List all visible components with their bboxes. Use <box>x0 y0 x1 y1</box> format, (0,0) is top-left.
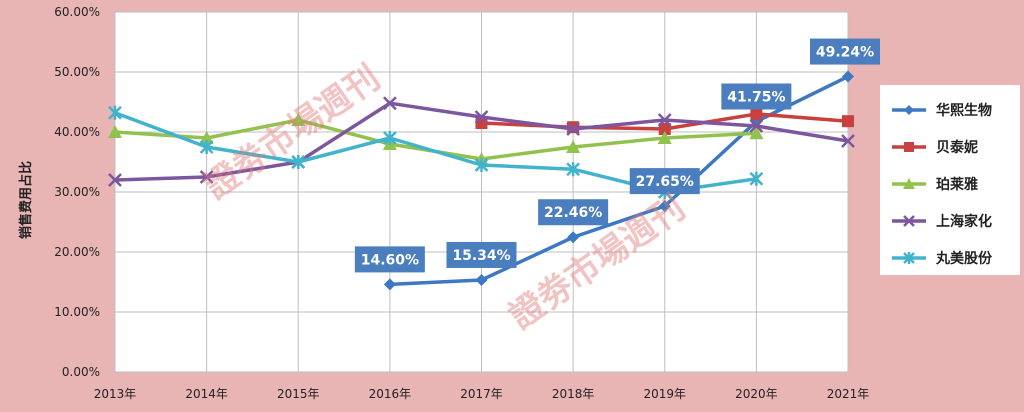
data-label-text: 49.24% <box>816 45 874 61</box>
series-point <box>382 96 397 111</box>
series-point <box>658 123 671 135</box>
series-point <box>750 108 763 120</box>
data-label-text: 27.65% <box>636 174 694 190</box>
x-tick-label: 2018年 <box>552 387 595 401</box>
x-tick-label: 2017年 <box>460 387 503 401</box>
series-point <box>749 119 764 133</box>
legend-label: 珀莱雅 <box>936 176 978 193</box>
legend-label: 贝泰妮 <box>936 139 978 156</box>
data-label-text: 41.75% <box>727 90 785 106</box>
data-label-box <box>721 83 792 110</box>
series-point <box>842 115 854 128</box>
y-tick-label: 60.00% <box>54 5 100 19</box>
y-tick-label: 40.00% <box>54 125 100 139</box>
series-point <box>841 134 855 148</box>
series-point <box>842 70 854 83</box>
data-label-box <box>354 246 425 273</box>
legend-item-5: 丸美股份 <box>892 250 993 267</box>
series-point <box>382 131 397 145</box>
legend-item-4: 上海家化 <box>892 213 992 230</box>
data-labels: 14.60% 15.34% 22.46% 27.65% 41.75% 49.24% <box>354 38 880 273</box>
y-tick-label: 10.00% <box>54 305 100 319</box>
x-tick-label: 2019年 <box>643 387 686 401</box>
data-label-box <box>446 241 517 268</box>
series-point <box>474 110 489 124</box>
series-point <box>567 231 580 244</box>
series-point <box>566 140 581 153</box>
legend-item-2: 贝泰妮 <box>892 139 978 156</box>
legend-label: 华熙生物 <box>936 102 992 119</box>
x-tick-label: 2015年 <box>277 387 320 401</box>
y-axis-label: 销售费用占比 <box>18 161 34 239</box>
series-point <box>474 158 489 172</box>
series-point <box>291 155 306 169</box>
series-point <box>749 171 764 186</box>
series-point <box>199 170 214 184</box>
legend-marker <box>904 142 914 152</box>
data-label: 49.24% <box>810 38 880 65</box>
y-tick-label: 30.00% <box>54 185 100 199</box>
series-point <box>657 131 672 144</box>
x-tick-label: 2021年 <box>827 387 870 401</box>
x-axis-ticks: 2013年 2014年 2015年 2016年 2017年 2018年 2019年 2020年… <box>94 387 870 401</box>
series-point <box>291 113 306 126</box>
data-label: 15.34% <box>446 241 517 268</box>
series-point <box>749 126 764 140</box>
x-tick-label: 2013年 <box>94 387 137 401</box>
legend-item-3: 珀莱雅 <box>892 176 978 193</box>
series-point <box>566 122 581 136</box>
series-point <box>108 125 122 138</box>
series-point <box>199 131 214 144</box>
data-label: 41.75% <box>721 83 792 110</box>
series-point <box>657 113 672 127</box>
legend-marker <box>904 105 914 115</box>
y-tick-label: 0.00% <box>62 365 100 379</box>
y-tick-label: 20.00% <box>54 245 100 259</box>
series-point <box>108 173 122 187</box>
legend-marker <box>903 252 915 264</box>
series-point <box>566 162 581 177</box>
series-point <box>383 278 396 291</box>
legend-marker <box>903 215 915 227</box>
series-point <box>475 273 488 286</box>
series-point <box>658 200 671 213</box>
data-label: 14.60% <box>354 246 425 273</box>
data-label: 22.46% <box>538 199 609 226</box>
series-4 <box>108 96 855 187</box>
series-point <box>199 140 214 154</box>
data-label: 27.65% <box>629 168 700 195</box>
data-label-box <box>538 199 609 226</box>
x-tick-label: 2020年 <box>735 387 778 401</box>
legend-label: 丸美股份 <box>935 250 993 267</box>
legend-item-1: 华熙生物 <box>892 102 992 119</box>
data-label-box <box>810 38 880 65</box>
y-axis-ticks: 0.00% 10.00% 20.00% 30.00% 40.00% 50.00% 60.00… <box>54 5 100 379</box>
x-tick-label: 2014年 <box>185 387 228 401</box>
legend-marker <box>903 178 915 189</box>
data-label-text: 14.60% <box>361 252 419 268</box>
data-label-box <box>629 168 700 195</box>
series-point <box>108 105 122 120</box>
data-label-text: 22.46% <box>544 205 602 221</box>
legend-box <box>880 85 1020 275</box>
legend-label: 上海家化 <box>936 213 992 230</box>
data-label-text: 15.34% <box>452 248 510 264</box>
y-tick-label: 50.00% <box>54 65 100 79</box>
x-tick-label: 2016年 <box>369 387 412 401</box>
